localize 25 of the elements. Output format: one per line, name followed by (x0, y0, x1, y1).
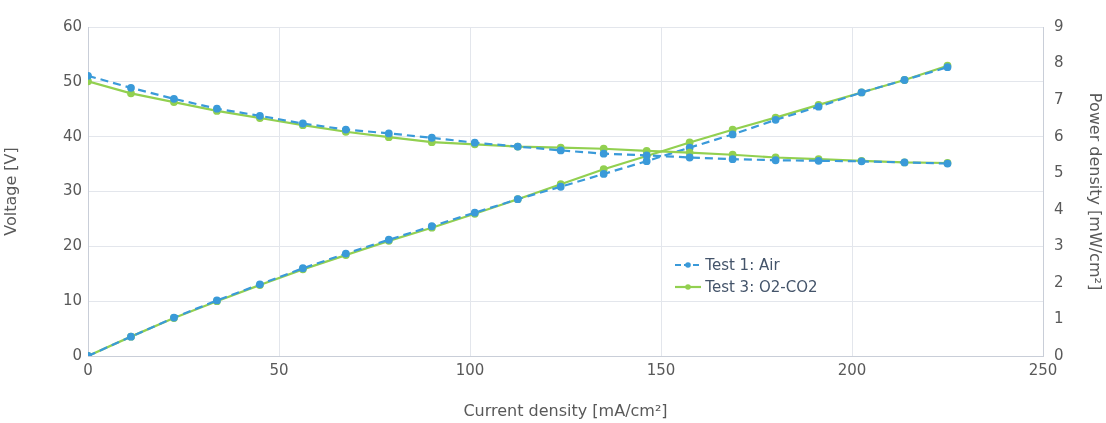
y2-axis-title: Power density [mW/cm²] (1086, 92, 1106, 291)
y2-tick-label: 5 (1054, 163, 1064, 182)
y-axis-title: Voltage [V] (0, 147, 20, 236)
y-tick-label: 20 (62, 236, 82, 255)
y-tick-label: 0 (72, 345, 82, 364)
y-tick-label: 30 (62, 181, 82, 200)
y-tick-label: 60 (62, 16, 82, 35)
y-tick-label: 50 (62, 71, 82, 90)
y-tick-label: 10 (62, 291, 82, 310)
y2-tick-label: 6 (1054, 126, 1064, 145)
x-tick-label: 100 (455, 360, 485, 379)
legend-label: Test 3: O2-CO2 (705, 277, 818, 298)
x-axis-title: Current density [mA/cm²] (463, 400, 668, 420)
legend-label: Test 1: Air (705, 255, 780, 276)
x-tick-label: 50 (269, 360, 289, 379)
y2-tick-label: 4 (1054, 199, 1064, 218)
y2-tick-label: 1 (1054, 309, 1064, 328)
y2-tick-label: 3 (1054, 236, 1064, 255)
y2-tick-label: 2 (1054, 272, 1064, 291)
x-tick-label: 150 (646, 360, 676, 379)
y2-tick-label: 8 (1054, 53, 1064, 72)
y2-tick-label: 9 (1054, 16, 1064, 35)
y2-tick-label: 7 (1054, 90, 1064, 108)
y-tick-label: 40 (62, 126, 82, 145)
x-tick-label: 200 (837, 360, 867, 379)
